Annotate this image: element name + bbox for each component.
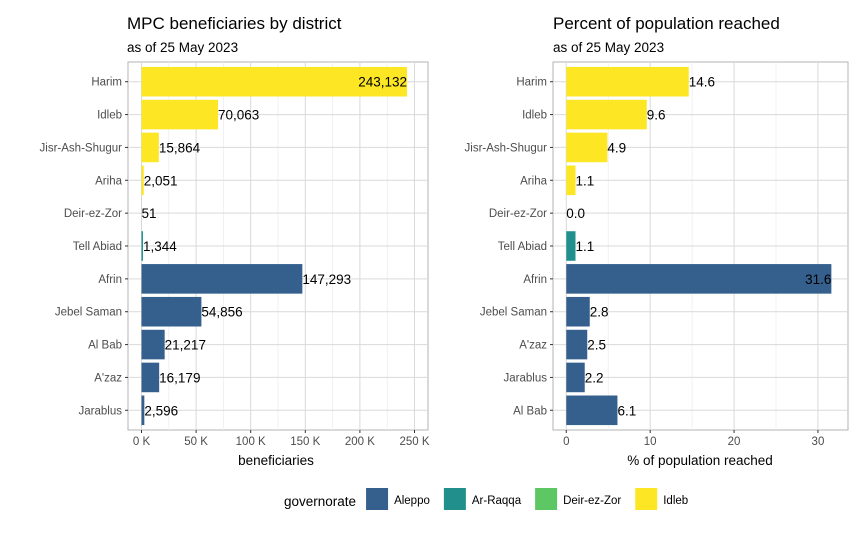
- bar: [566, 395, 618, 426]
- bar: [566, 66, 689, 97]
- data-label: 51: [142, 206, 157, 221]
- bar: [141, 296, 202, 327]
- bar: [141, 264, 303, 294]
- bar: [141, 231, 143, 261]
- data-label: 70,063: [218, 108, 259, 123]
- data-label: 2.2: [585, 370, 604, 385]
- legend-title: governorate: [284, 494, 356, 509]
- category-label: Afrin: [523, 274, 547, 286]
- data-label: 15,864: [159, 140, 201, 155]
- panel-percent-reached: Percent of population reached as of 25 M…: [465, 14, 849, 468]
- legend-label: Idleb: [663, 495, 688, 507]
- data-label: 0.0: [566, 206, 585, 221]
- bar: [141, 362, 160, 393]
- category-label: Harim: [91, 77, 122, 89]
- legend: governorate Aleppo Ar-Raqqa Deir-ez-Zor Idl…: [284, 488, 688, 510]
- category-label: Harim: [516, 77, 547, 89]
- x-tick-label: 10: [644, 436, 657, 448]
- category-label: Deir-ez-Zor: [64, 208, 122, 220]
- bar: [141, 329, 165, 360]
- bar: [566, 99, 647, 130]
- x-tick-label: 100 K: [236, 436, 266, 448]
- legend-key: [366, 488, 389, 510]
- data-label: 54,856: [201, 305, 242, 320]
- category-label: Al Bab: [513, 405, 547, 417]
- legend-key: [443, 488, 466, 510]
- legend-label: Deir-ez-Zor: [563, 495, 621, 507]
- legend-label: Aleppo: [394, 495, 430, 507]
- data-label: 2.8: [590, 305, 609, 320]
- data-label: 2.5: [587, 338, 606, 353]
- data-label: 2,051: [144, 173, 178, 188]
- category-label: Jarablus: [504, 372, 548, 384]
- data-label: 243,132: [358, 75, 407, 90]
- x-tick-label: 200 K: [345, 436, 375, 448]
- x-tick-label: 50 K: [184, 436, 208, 448]
- data-label: 31.6: [805, 272, 831, 287]
- chart-title: MPC beneficiaries by district: [127, 14, 342, 33]
- category-label: Afrin: [98, 274, 122, 286]
- x-tick-label: 0 K: [133, 436, 151, 448]
- bar: [566, 296, 590, 327]
- category-label: Al Bab: [88, 340, 122, 352]
- data-label: 9.6: [647, 108, 666, 123]
- x-axis-title: beneficiaries: [238, 453, 314, 468]
- category-label: Tell Abiad: [73, 241, 122, 253]
- category-label: A'zaz: [519, 340, 547, 352]
- x-tick-label: 30: [812, 436, 825, 448]
- x-tick-label: 20: [728, 436, 741, 448]
- x-axis-title: % of population reached: [627, 453, 773, 468]
- category-label: Idleb: [97, 110, 122, 122]
- category-label: Jisr-Ash-Shugur: [40, 142, 123, 154]
- chart-title: Percent of population reached: [553, 14, 780, 33]
- x-tick-label: 150 K: [290, 436, 320, 448]
- data-label: 14.6: [689, 75, 715, 90]
- data-label: 1.1: [576, 239, 595, 254]
- data-label: 147,293: [302, 272, 351, 287]
- data-label: 16,179: [159, 370, 200, 385]
- bar: [566, 231, 576, 261]
- category-label: Ariha: [520, 175, 547, 187]
- category-label: A'zaz: [94, 372, 122, 384]
- bar: [141, 132, 159, 163]
- data-label: 21,217: [165, 338, 206, 353]
- data-label: 2,596: [144, 403, 178, 418]
- chart-subtitle: as of 25 May 2023: [127, 40, 238, 55]
- bar: [566, 132, 608, 163]
- bar: [566, 264, 832, 294]
- data-label: 1.1: [576, 173, 595, 188]
- legend-key: [535, 488, 558, 510]
- data-label: 1,344: [143, 239, 177, 254]
- bar: [141, 99, 219, 130]
- x-tick-label: 250 K: [399, 436, 429, 448]
- bar: [141, 66, 408, 97]
- category-label: Tell Abiad: [498, 241, 547, 253]
- category-label: Jebel Saman: [55, 307, 122, 319]
- category-label: Idleb: [522, 110, 547, 122]
- category-label: Jarablus: [79, 405, 123, 417]
- x-tick-label: 0: [563, 436, 569, 448]
- category-label: Jisr-Ash-Shugur: [465, 142, 548, 154]
- bar: [566, 329, 588, 360]
- chart-subtitle: as of 25 May 2023: [553, 40, 664, 55]
- category-label: Deir-ez-Zor: [489, 208, 547, 220]
- legend-label: Ar-Raqqa: [472, 495, 522, 507]
- legend-key: [635, 488, 658, 510]
- data-label: 6.1: [617, 403, 636, 418]
- bar: [566, 165, 576, 196]
- category-label: Ariha: [95, 175, 122, 187]
- bar: [141, 395, 145, 426]
- panel-beneficiaries: MPC beneficiaries by district as of 25 M…: [40, 14, 430, 468]
- data-label: 4.9: [607, 140, 626, 155]
- bar: [141, 165, 144, 196]
- category-label: Jebel Saman: [480, 307, 547, 319]
- bar: [566, 362, 585, 393]
